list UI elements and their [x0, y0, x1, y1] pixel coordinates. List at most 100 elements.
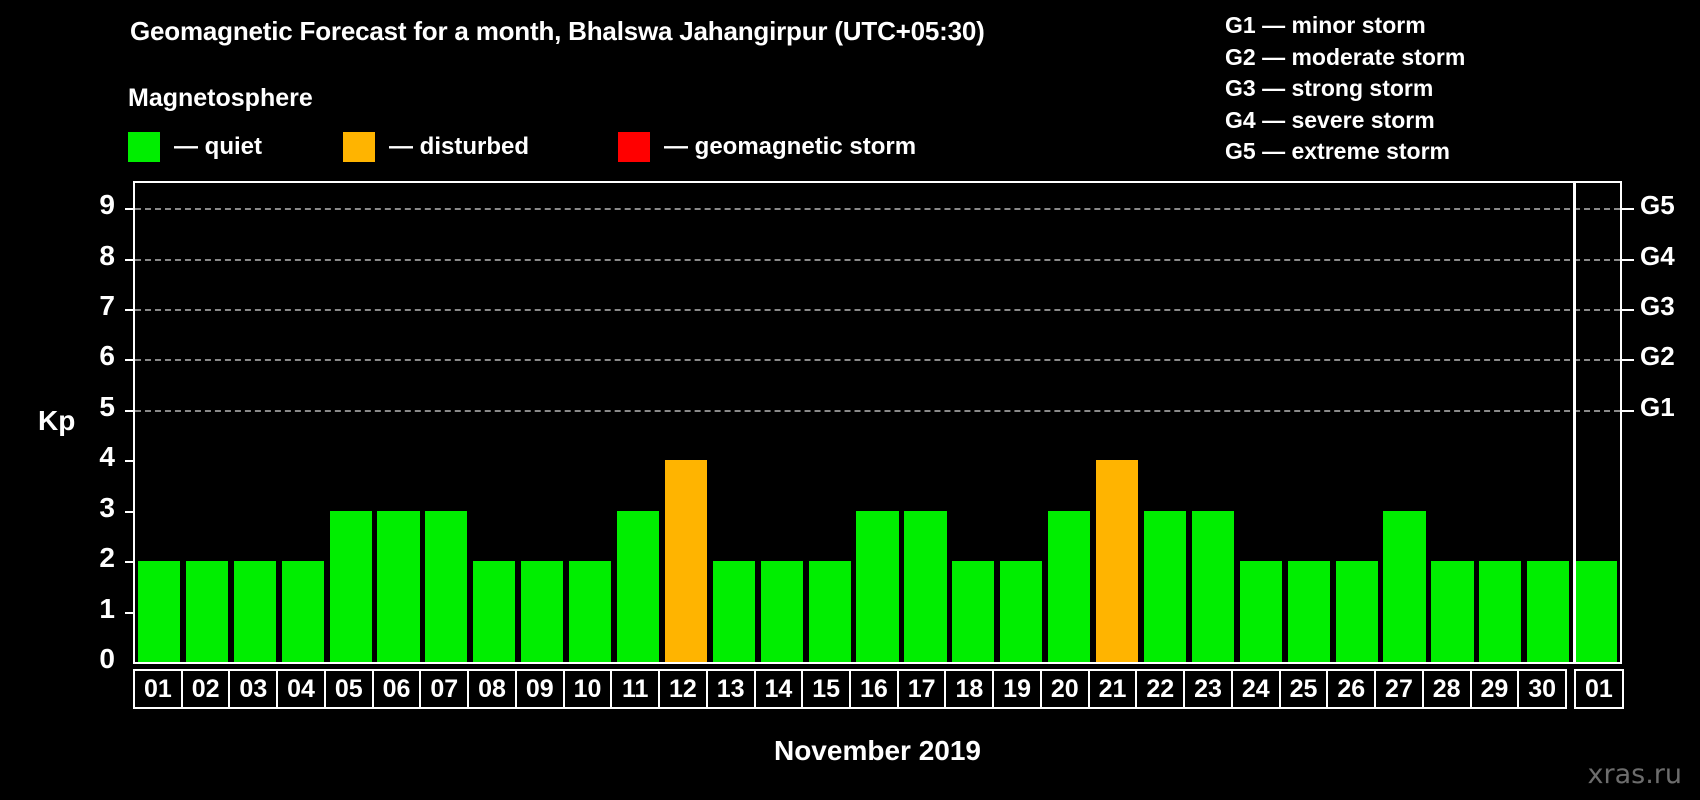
y-tick-label-5: 5: [99, 390, 115, 422]
gridline-kp-6: [135, 359, 1620, 362]
bar-day-25: [1287, 561, 1330, 662]
day-label-text: 30: [1528, 674, 1557, 703]
day-label-15: 16: [849, 669, 899, 709]
day-label-16: 17: [896, 669, 947, 709]
bar-cell: [1141, 183, 1189, 662]
day-label-19: 20: [1039, 669, 1090, 709]
y-tick-label-9: 9: [99, 189, 115, 221]
legend-label: — disturbed: [389, 133, 530, 160]
bar-day-20: [1048, 510, 1091, 662]
day-label-text: 26: [1337, 674, 1366, 703]
y-tick-mark-3: [125, 510, 135, 513]
bar-cell: [1093, 183, 1141, 662]
watermark: xras.ru: [1587, 759, 1683, 790]
bar-day-05: [329, 510, 372, 662]
g-scale-row-g2: G2 — moderate storm: [1225, 43, 1466, 70]
day-label-text: 20: [1050, 674, 1079, 703]
bar-cell: [1572, 183, 1620, 662]
day-label-2: 03: [228, 669, 279, 709]
bar-cell: [518, 183, 566, 662]
day-label-text: 21: [1098, 674, 1127, 703]
day-label-5: 06: [371, 669, 422, 709]
day-label-8: 09: [514, 669, 565, 709]
y-tick-mark-8: [125, 258, 135, 261]
bar-cell: [135, 183, 183, 662]
y-tick-mark-9: [125, 208, 135, 211]
bar-cell: [949, 183, 997, 662]
day-label-18: 19: [992, 669, 1042, 709]
day-label-26: 27: [1374, 669, 1424, 709]
day-label-text: 19: [1003, 674, 1031, 703]
g-tick-mark-g2: [1622, 359, 1634, 362]
bar-day-12: [664, 460, 707, 662]
legend-item-2: — geomagnetic storm: [618, 132, 916, 162]
g-scale-row-g1: G1 — minor storm: [1225, 12, 1426, 38]
day-label-25: 26: [1326, 669, 1377, 709]
y-tick-mark-4: [125, 460, 135, 463]
day-label-12: 13: [705, 669, 756, 709]
day-label-text: 17: [907, 674, 936, 703]
day-label-23: 24: [1230, 669, 1281, 709]
day-label-10: 11: [610, 669, 661, 709]
y-tick-label-7: 7: [99, 290, 115, 322]
day-label-27: 28: [1421, 669, 1472, 709]
bar-cell: [997, 183, 1045, 662]
bar-day-16: [856, 510, 899, 662]
gridline-kp-8: [135, 258, 1620, 261]
page-title: Geomagnetic Forecast for a month, Bhalsw…: [130, 16, 985, 46]
bar-cell: [183, 183, 231, 662]
bar-cell: [375, 183, 423, 662]
bar-day-03: [233, 561, 276, 662]
bar-cell: [1333, 183, 1381, 662]
day-label-text: 09: [525, 674, 554, 703]
day-label-6: 07: [419, 669, 470, 709]
bar-cell: [422, 183, 470, 662]
y-tick-mark-1: [125, 611, 135, 614]
day-label-text: 05: [334, 674, 363, 703]
bar-day-07: [425, 510, 468, 662]
y-tick-label-4: 4: [99, 441, 115, 473]
legend-item-1: — disturbed: [343, 132, 529, 162]
day-label-14: 15: [801, 669, 852, 709]
legend-label: — quiet: [174, 133, 262, 160]
legend-swatch-icon: [343, 132, 375, 162]
y-tick-label-1: 1: [99, 592, 115, 624]
day-label-text: 16: [859, 674, 888, 703]
day-label-text: 14: [764, 674, 793, 703]
bar-day-10: [569, 561, 612, 662]
bar-day-06: [377, 510, 420, 662]
g-scale-row-g3: G3 — strong storm: [1225, 75, 1434, 101]
y-tick-label-0: 0: [99, 643, 115, 674]
g-tick-label-g3: G3: [1640, 291, 1675, 322]
bar-day-14: [760, 561, 803, 662]
g-tick-label-g5: G5: [1640, 190, 1675, 221]
day-label-text: 01: [1584, 674, 1613, 703]
bar-cell: [279, 183, 327, 662]
legend-item-0: — quiet: [128, 132, 262, 162]
day-label-text: 01: [143, 674, 172, 703]
bar-day-18: [952, 561, 995, 662]
plot-area: [133, 181, 1622, 664]
g-tick-mark-g5: [1622, 208, 1634, 211]
bar-series: [135, 183, 1620, 662]
bar-day-15: [808, 561, 851, 662]
y-tick-label-6: 6: [99, 340, 115, 372]
bar-cell: [902, 183, 950, 662]
y-tick-mark-6: [125, 359, 135, 362]
y-tick-mark-7: [125, 309, 135, 312]
bar-cell: [614, 183, 662, 662]
gridline-kp-9: [135, 208, 1620, 211]
bar-cell: [1045, 183, 1093, 662]
g-scale-legend: G1 — minor storm G2 — moderate storm G3 — …: [1225, 10, 1465, 168]
bar-day-01: [137, 561, 181, 662]
bar-cell: [710, 183, 758, 662]
day-label-text: 29: [1480, 674, 1509, 703]
day-label-17: 18: [944, 669, 995, 709]
bar-cell: [327, 183, 375, 662]
bar-cell: [1189, 183, 1237, 662]
bar-cell: [1237, 183, 1285, 662]
day-label-text: 18: [955, 674, 984, 703]
bar-day-30: [1527, 561, 1570, 662]
bar-day-11: [616, 510, 660, 662]
